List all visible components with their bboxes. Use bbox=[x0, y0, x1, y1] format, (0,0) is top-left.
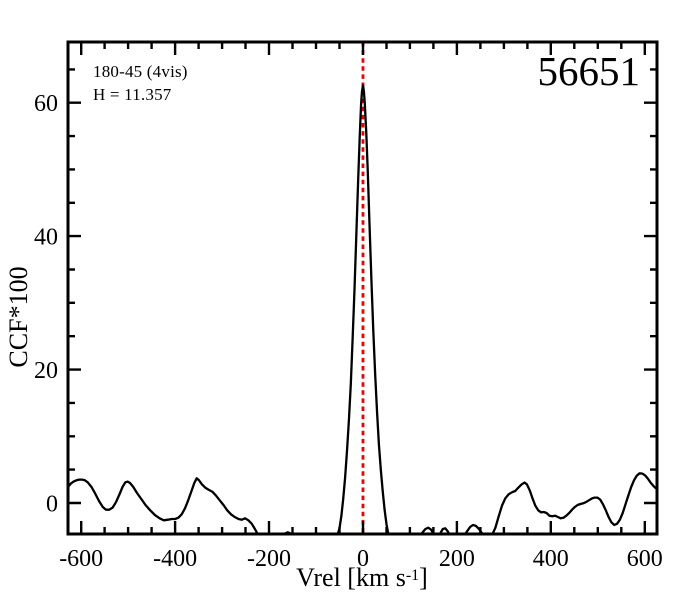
plot-frame bbox=[66, 40, 659, 536]
x-tick-label: -600 bbox=[59, 546, 103, 572]
x-tick-label: 400 bbox=[533, 546, 569, 572]
x-tick-label: 200 bbox=[439, 546, 475, 572]
x-tick-label: -400 bbox=[153, 546, 197, 572]
y-tick-label: 40 bbox=[34, 225, 58, 251]
y-tick-label: 20 bbox=[34, 358, 58, 384]
y-axis-title: CCF*100 bbox=[4, 266, 33, 368]
x-tick-label: 600 bbox=[627, 546, 663, 572]
y-tick-label: 0 bbox=[46, 492, 58, 518]
x-axis-title: Vrel [km s-1] bbox=[162, 563, 562, 593]
x-axis-title-superscript: -1 bbox=[405, 567, 420, 584]
y-tick-label: 60 bbox=[34, 91, 58, 117]
x-tick-label: 0 bbox=[357, 546, 369, 572]
x-axis-title-main: Vrel [km s bbox=[296, 563, 406, 592]
star-id-label: 56651 bbox=[537, 48, 641, 94]
axis-ticks bbox=[68, 42, 657, 534]
x-axis-title-close: ] bbox=[419, 563, 428, 592]
x-tick-label: -200 bbox=[247, 546, 291, 572]
h-magnitude-label: H = 11.357 bbox=[93, 84, 172, 104]
ccf-curve bbox=[68, 84, 657, 534]
field-visits-label: 180-45 (4vis) bbox=[93, 62, 188, 81]
plot-annotation-block: 180-45 (4vis) H = 11.357 bbox=[93, 61, 188, 106]
